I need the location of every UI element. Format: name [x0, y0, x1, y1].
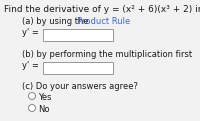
Text: Find the derivative of y = (x² + 6)(x³ + 2) in two ways.: Find the derivative of y = (x² + 6)(x³ +…	[4, 5, 200, 14]
Text: y' =: y' =	[22, 28, 39, 37]
Text: Yes: Yes	[38, 93, 52, 102]
Text: Product Rule: Product Rule	[77, 17, 130, 26]
Text: (c) Do your answers agree?: (c) Do your answers agree?	[22, 82, 138, 91]
FancyBboxPatch shape	[43, 29, 113, 41]
Text: (b) by performing the multiplication first: (b) by performing the multiplication fir…	[22, 50, 192, 59]
Circle shape	[29, 105, 36, 111]
FancyBboxPatch shape	[43, 62, 113, 74]
Text: (a) by using the: (a) by using the	[22, 17, 91, 26]
Text: y' =: y' =	[22, 61, 39, 70]
Text: No: No	[38, 105, 50, 114]
Circle shape	[29, 92, 36, 99]
